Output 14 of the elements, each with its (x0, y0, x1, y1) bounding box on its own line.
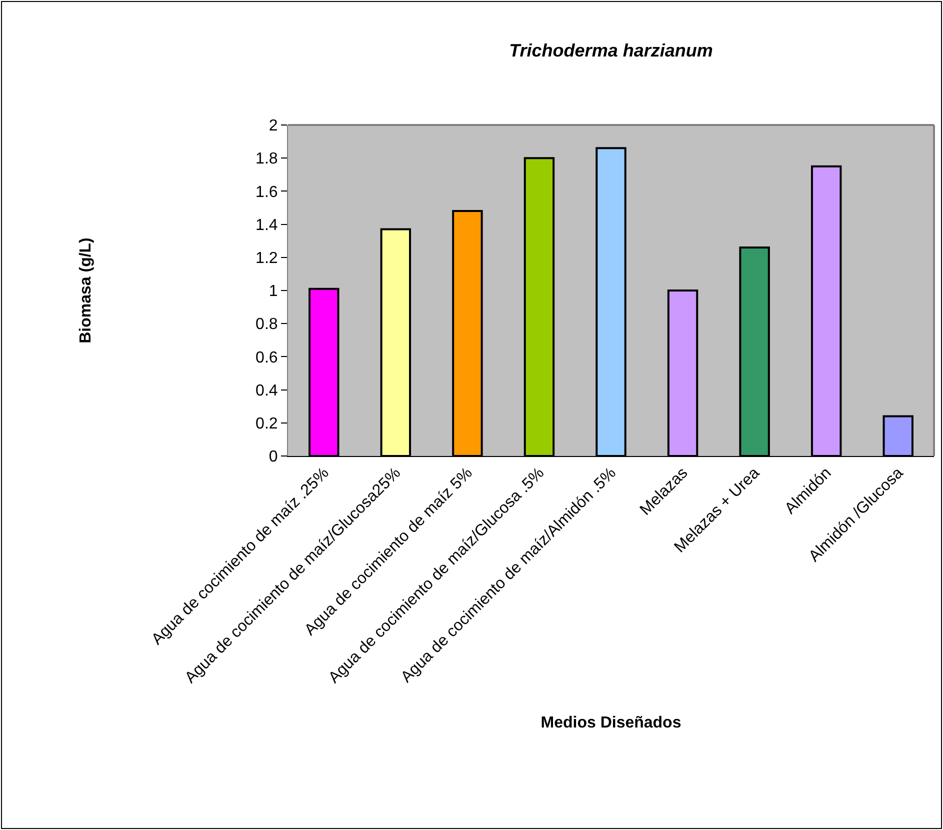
y-tick-label: 0.8 (256, 316, 278, 334)
y-tick-label: 1.4 (256, 216, 278, 234)
y-tick-label: 0 (268, 448, 278, 466)
y-tick-label: 0.6 (256, 349, 278, 366)
chart-title: Trichoderma harzianum (509, 40, 713, 60)
y-tick-label: 1.2 (256, 250, 278, 267)
y-tick-label: 1.6 (256, 184, 278, 201)
y-tick-label: 0.2 (256, 416, 278, 432)
y-tick-label: 2 (268, 118, 278, 135)
y-tick-label: 1.8 (256, 150, 278, 168)
y-tick-label: 0.4 (256, 382, 278, 400)
y-axis-title: Biomasa (g/L) (77, 238, 94, 344)
y-tick-label: 1 (268, 283, 278, 300)
x-axis-title: Medios Diseñados (540, 714, 682, 732)
